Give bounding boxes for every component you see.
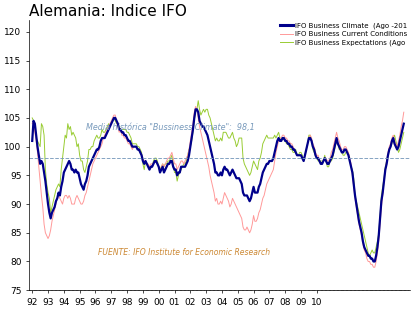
Line: IFO Business Expectations (Ago: IFO Business Expectations (Ago <box>32 101 403 256</box>
IFO Business Expectations (Ago <box>400 130 405 134</box>
IFO Business Current Conditions <box>339 148 344 151</box>
IFO Business Expectations (Ago <box>209 122 214 126</box>
IFO Business Expectations (Ago <box>195 99 200 103</box>
IFO Business Climate  (Ago -201 <box>339 151 344 154</box>
IFO Business Current Conditions <box>44 234 49 238</box>
Line: IFO Business Climate  (Ago -201: IFO Business Climate (Ago -201 <box>32 109 403 262</box>
IFO Business Climate  (Ago -201 <box>122 133 127 137</box>
IFO Business Expectations (Ago <box>30 116 35 120</box>
IFO Business Expectations (Ago <box>291 151 296 154</box>
Text: Media histórica "Bussiness Climate":  98,1: Media histórica "Bussiness Climate": 98,… <box>86 123 254 132</box>
IFO Business Climate  (Ago -201 <box>30 139 35 143</box>
Text: Alemania: Indice IFO: Alemania: Indice IFO <box>29 4 187 19</box>
IFO Business Current Conditions <box>370 265 375 269</box>
IFO Business Expectations (Ago <box>366 254 371 258</box>
IFO Business Expectations (Ago <box>339 151 344 154</box>
Line: IFO Business Current Conditions: IFO Business Current Conditions <box>32 106 403 267</box>
IFO Business Climate  (Ago -201 <box>192 108 197 111</box>
IFO Business Climate  (Ago -201 <box>370 260 375 263</box>
IFO Business Current Conditions <box>400 110 405 114</box>
IFO Business Climate  (Ago -201 <box>291 148 296 151</box>
IFO Business Current Conditions <box>122 136 127 140</box>
IFO Business Climate  (Ago -201 <box>400 122 405 126</box>
IFO Business Expectations (Ago <box>44 182 49 186</box>
IFO Business Current Conditions <box>209 179 214 183</box>
Text: FUENTE: IFO Institute for Economic Research: FUENTE: IFO Institute for Economic Resea… <box>97 248 269 257</box>
IFO Business Expectations (Ago <box>122 128 127 131</box>
IFO Business Expectations (Ago <box>389 142 394 146</box>
IFO Business Current Conditions <box>30 122 35 126</box>
IFO Business Climate  (Ago -201 <box>209 151 214 154</box>
IFO Business Climate  (Ago -201 <box>389 139 394 143</box>
IFO Business Current Conditions <box>389 136 394 140</box>
IFO Business Current Conditions <box>291 148 296 151</box>
IFO Business Current Conditions <box>192 104 197 108</box>
IFO Business Climate  (Ago -201 <box>44 191 49 194</box>
Legend: IFO Business Climate  (Ago -201, IFO Business Current Conditions, IFO Business E: IFO Business Climate (Ago -201, IFO Busi… <box>278 21 408 48</box>
